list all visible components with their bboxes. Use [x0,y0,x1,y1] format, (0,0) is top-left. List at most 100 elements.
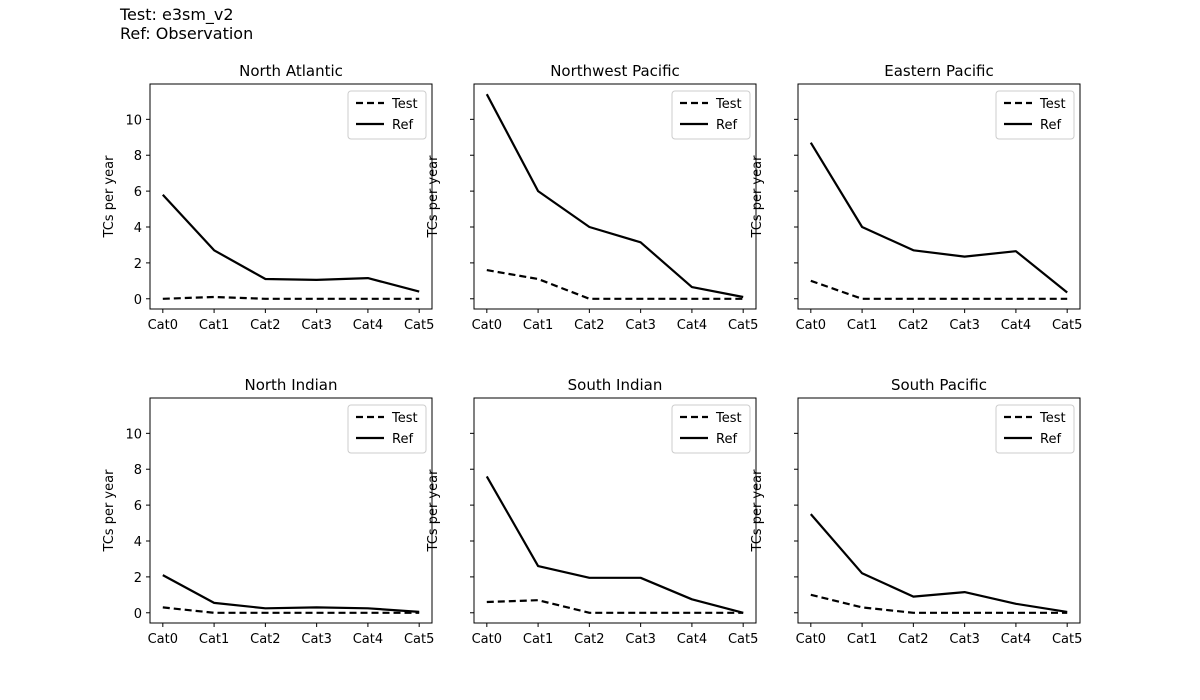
y-tick-label: 2 [134,257,142,272]
legend: Test Ref [995,404,1075,454]
legend: Test Ref [671,90,751,140]
y-tick-label: 6 [134,185,142,200]
x-tick-label: Cat0 [472,632,502,647]
legend: Test Ref [995,90,1075,140]
x-tick-label: Cat0 [148,632,178,647]
x-tick-label: Cat4 [1001,632,1031,647]
y-tick-label: 10 [125,113,142,128]
legend: Test Ref [671,404,751,454]
x-tick-label: Cat0 [796,632,826,647]
x-tick-label: Cat4 [353,632,383,647]
x-tick-label: Cat5 [728,632,758,647]
y-axis-label: TCs per year [426,155,441,239]
y-axis-label: TCs per year [426,469,441,553]
legend: Test Ref [347,90,427,140]
subplot-northwest-pacific: Northwest Pacific TCs per year Cat0 Cat1 Cat… [426,62,758,333]
subplot-north-atlantic: North Atlantic TCs per year 0 2 4 6 8 10 Cat0 Cat… [102,62,434,333]
axes-frame [149,397,433,624]
y-tick-label: 8 [134,149,142,164]
series-line-test [162,295,420,300]
x-tick-label: Cat2 [574,632,604,647]
x-tick-label: Cat4 [1001,318,1031,333]
subplot-north-indian: North Indian TCs per year 0 2 4 6 8 10 Cat0 Cat1 C… [102,376,434,647]
subplot-title: South Pacific [891,376,987,394]
x-tick-label: Cat2 [898,318,928,333]
series-line-ref [485,475,744,614]
legend-label: Test [391,97,418,112]
test-label: Test: e3sm_v2 [120,5,234,24]
subplot-south-indian: South Indian TCs per year Cat0 Cat1 Cat2 Cat3… [426,376,758,647]
x-tick-label: Cat5 [728,318,758,333]
subplot-title: North Indian [244,376,337,394]
axes-frame [473,83,757,310]
y-tick-label: 0 [134,607,142,622]
legend-label: Ref [392,432,413,447]
subplot-title: Eastern Pacific [884,62,993,80]
legend-label: Ref [392,118,413,133]
series-line-test [810,279,1068,300]
y-axis-label: TCs per year [750,469,765,553]
ref-label: Ref: Observation [120,24,254,43]
axes-frame [149,83,433,310]
y-tick-label: 4 [134,221,142,236]
series-line-test [486,269,744,300]
subplot-eastern-pacific: Eastern Pacific TCs per year Cat0 Cat1 Cat2 C… [750,62,1082,333]
series-line-test [810,593,1068,614]
x-tick-label: Cat5 [1052,632,1082,647]
x-tick-label: Cat3 [949,318,979,333]
series-line-ref [161,193,420,293]
legend-label: Test [715,411,742,426]
x-tick-label: Cat4 [677,632,707,647]
x-tick-label: Cat3 [301,632,331,647]
y-axis-label: TCs per year [102,155,117,239]
x-tick-label: Cat5 [404,632,434,647]
subplot-title: North Atlantic [239,62,343,80]
subplot-south-pacific: South Pacific TCs per year Cat0 Cat1 Cat2 Cat… [750,376,1082,647]
legend-label: Test [391,411,418,426]
legend-label: Ref [1040,118,1061,133]
x-tick-label: Cat3 [301,318,331,333]
y-tick-label: 10 [125,427,142,442]
subplot-title: South Indian [568,376,663,394]
series-line-test [162,606,420,614]
x-tick-label: Cat2 [250,632,280,647]
axes-frame [473,397,757,624]
x-tick-label: Cat3 [625,318,655,333]
x-tick-label: Cat1 [847,318,877,333]
legend-label: Test [1039,97,1066,112]
x-tick-label: Cat2 [250,318,280,333]
legend-label: Ref [716,432,737,447]
x-tick-label: Cat1 [199,632,229,647]
y-tick-label: 4 [134,535,142,550]
x-tick-label: Cat2 [898,632,928,647]
x-tick-label: Cat0 [472,318,502,333]
axes-frame [797,83,1081,310]
x-tick-label: Cat5 [404,318,434,333]
x-tick-label: Cat5 [1052,318,1082,333]
x-tick-label: Cat4 [353,318,383,333]
legend: Test Ref [347,404,427,454]
legend-label: Test [715,97,742,112]
legend-label: Ref [1040,432,1061,447]
x-tick-label: Cat1 [523,318,553,333]
series-line-ref [809,142,1068,294]
x-tick-label: Cat0 [148,318,178,333]
x-tick-label: Cat0 [796,318,826,333]
x-tick-label: Cat2 [574,318,604,333]
x-tick-label: Cat3 [949,632,979,647]
x-tick-label: Cat1 [523,632,553,647]
y-tick-label: 0 [134,293,142,308]
x-tick-label: Cat1 [847,632,877,647]
y-axis-label: TCs per year [102,469,117,553]
y-tick-label: 8 [134,463,142,478]
series-line-ref [485,93,744,299]
y-tick-label: 2 [134,571,142,586]
y-tick-label: 6 [134,499,142,514]
subplot-title: Northwest Pacific [550,62,680,80]
series-line-ref [809,513,1068,613]
legend-label: Ref [716,118,737,133]
x-tick-label: Cat4 [677,318,707,333]
x-tick-label: Cat3 [625,632,655,647]
axes-frame [797,397,1081,624]
